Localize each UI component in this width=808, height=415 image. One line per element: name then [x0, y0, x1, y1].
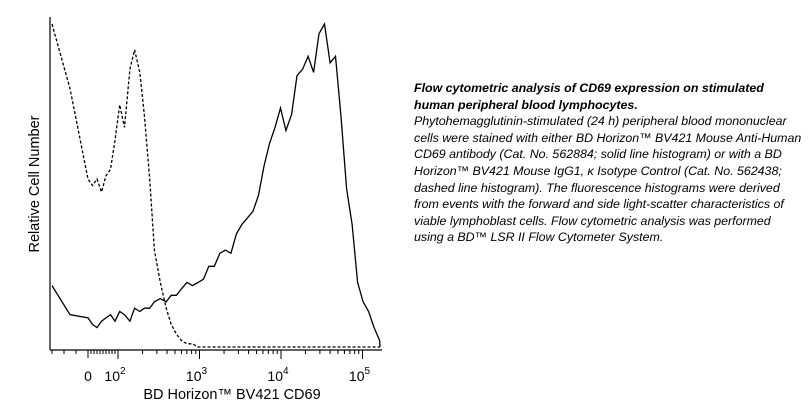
x-tick-label: 104: [267, 366, 289, 384]
histogram-curves: [51, 22, 381, 348]
x-axis-label: BD Horizon™ BV421 CD69: [143, 387, 320, 403]
y-axis-label: Relative Cell Number: [27, 115, 43, 252]
figure-caption: Flow cytometric analysis of CD69 express…: [414, 80, 802, 246]
x-tick-label: 103: [186, 366, 208, 384]
axes: [49, 17, 382, 351]
x-tick-label: 105: [349, 366, 371, 384]
x-tick-label: 102: [104, 366, 126, 384]
x-axis-tick-labels: 0 102 103 104 105: [84, 366, 370, 384]
isotype-control-histogram: [51, 23, 380, 348]
x-tick-label: 0: [84, 368, 92, 384]
caption-body: Phytohemagglutinin-stimulated (24 h) per…: [414, 114, 802, 245]
caption-title: Flow cytometric analysis of CD69 express…: [414, 81, 764, 112]
x-axis-ticks: [51, 350, 363, 359]
cd69-histogram: [51, 22, 381, 348]
